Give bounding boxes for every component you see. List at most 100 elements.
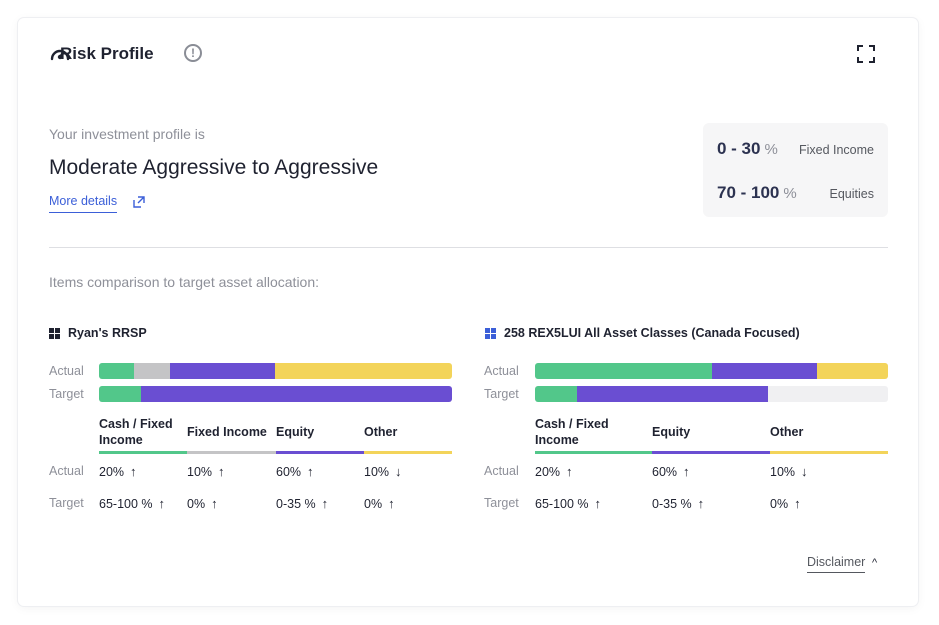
target-cash: 65-100 % ↑ (535, 496, 602, 511)
column-header-cash: Cash / Fixed Income (99, 417, 173, 447)
target-fixed: 0% ↑ (187, 496, 218, 511)
account-name: Ryan's RRSP (68, 326, 147, 340)
bar-segment-cash (535, 386, 578, 402)
bar-segment-equity (577, 386, 768, 402)
grid-cell (491, 327, 496, 333)
column-header-other: Other (364, 425, 398, 439)
actual-cash: 20% ↑ (99, 464, 137, 479)
column-header-equity: Equity (652, 425, 691, 439)
bar-segment-other (817, 363, 888, 379)
account-header: Ryan's RRSP (49, 326, 147, 340)
disclaimer-toggle[interactable]: Disclaimer (807, 555, 866, 573)
arrow-icon: ↑ (321, 496, 329, 511)
actual-cash: 20% ↑ (535, 464, 573, 479)
arrow-icon: ↑ (158, 496, 166, 511)
range-unit: % (764, 141, 778, 158)
target-allocation-bar (99, 386, 452, 402)
actual-equity: 60% ↑ (652, 464, 690, 479)
column-underline (770, 451, 888, 454)
arrow-icon: ↑ (697, 496, 705, 511)
grid-cell (485, 327, 490, 333)
account-header: 258 REX5LUI All Asset Classes (Canada Fo… (485, 326, 800, 340)
range-unit: % (783, 185, 797, 202)
row-label-target: Target (484, 387, 519, 401)
bar-segment-cash (99, 386, 142, 402)
row-label-target: Target (49, 387, 84, 401)
arrow-icon: ↑ (594, 496, 602, 511)
column-underline (99, 451, 187, 454)
arrow-icon: ↑ (218, 464, 225, 479)
target-equity: 0-35 % ↑ (276, 496, 329, 511)
row-label-target: Target (49, 496, 84, 510)
column-underline (535, 451, 652, 454)
actual-allocation-bar (99, 363, 452, 379)
actual-equity: 60% ↑ (276, 464, 314, 479)
grid-cell (55, 333, 60, 339)
range-label: Fixed Income (798, 143, 874, 157)
comparison-title: Items comparison to target asset allocat… (49, 274, 320, 290)
arrow-icon: ↑ (130, 464, 137, 479)
info-icon[interactable]: ! (184, 44, 202, 62)
arrow-icon: ↓ (801, 464, 808, 479)
row-label-target: Target (484, 496, 519, 510)
more-details-link[interactable]: More details (49, 194, 118, 213)
grid-icon (485, 327, 496, 339)
row-label-actual: Actual (49, 464, 84, 478)
divider (49, 247, 888, 248)
bar-segment-equity (169, 363, 276, 379)
actual-allocation-bar (535, 363, 888, 379)
target-allocation-bar (535, 386, 888, 402)
column-underline (364, 451, 452, 454)
grid-cell (491, 333, 496, 339)
arrow-icon: ↑ (566, 464, 573, 479)
actual-fixed: 10% ↑ (187, 464, 225, 479)
range-value: 0 - 30 (717, 139, 761, 158)
column-underline (276, 451, 364, 454)
bar-segment-cash (99, 363, 135, 379)
grid-icon (49, 327, 60, 339)
bar-segment-equity (141, 386, 452, 402)
arrow-icon: ↑ (211, 496, 218, 511)
arrow-icon: ↑ (307, 464, 314, 479)
profile-intro: Your investment profile is (49, 126, 205, 142)
profile-value: Moderate Aggressive to Aggressive (49, 156, 379, 179)
account-name: 258 REX5LUI All Asset Classes (Canada Fo… (504, 326, 800, 340)
bar-segment-other (275, 363, 452, 379)
range-value: 70 - 100 (717, 183, 780, 202)
row-label-actual: Actual (484, 364, 519, 378)
fullscreen-icon[interactable] (857, 45, 875, 63)
arrow-icon: ↑ (388, 496, 395, 511)
bar-segment-equity (711, 363, 818, 379)
chevron-up-icon[interactable]: ^ (872, 557, 878, 569)
range-label: Equities (829, 187, 874, 201)
range-equities: 70 - 100% (717, 183, 797, 203)
actual-other: 10% ↓ (770, 464, 808, 479)
risk-profile-card (18, 18, 918, 606)
column-header-other: Other (770, 425, 804, 439)
arrow-icon: ↓ (395, 464, 402, 479)
external-link-icon[interactable] (133, 196, 145, 208)
column-underline (652, 451, 770, 454)
arrow-icon: ↑ (683, 464, 690, 479)
gauge-icon (50, 49, 70, 61)
grid-cell (49, 327, 54, 333)
target-cash: 65-100 % ↑ (99, 496, 166, 511)
target-equity: 0-35 % ↑ (652, 496, 705, 511)
row-label-actual: Actual (49, 364, 84, 378)
grid-cell (55, 327, 60, 333)
range-fixed-income: 0 - 30% (717, 139, 778, 159)
bar-segment-fixed (134, 363, 170, 379)
arrow-icon: ↑ (794, 496, 801, 511)
bar-segment-cash (535, 363, 712, 379)
actual-other: 10% ↓ (364, 464, 402, 479)
target-range-box: 0 - 30% Fixed Income 70 - 100% Equities (703, 123, 888, 217)
column-underline (187, 451, 276, 454)
target-other: 0% ↑ (364, 496, 395, 511)
column-header-equity: Equity (276, 425, 315, 439)
column-header-fixed: Fixed Income (187, 425, 267, 439)
target-other: 0% ↑ (770, 496, 801, 511)
page-title: Risk Profile (60, 44, 154, 63)
grid-cell (49, 333, 54, 339)
column-header-cash: Cash / Fixed Income (535, 417, 609, 447)
grid-cell (485, 333, 490, 339)
